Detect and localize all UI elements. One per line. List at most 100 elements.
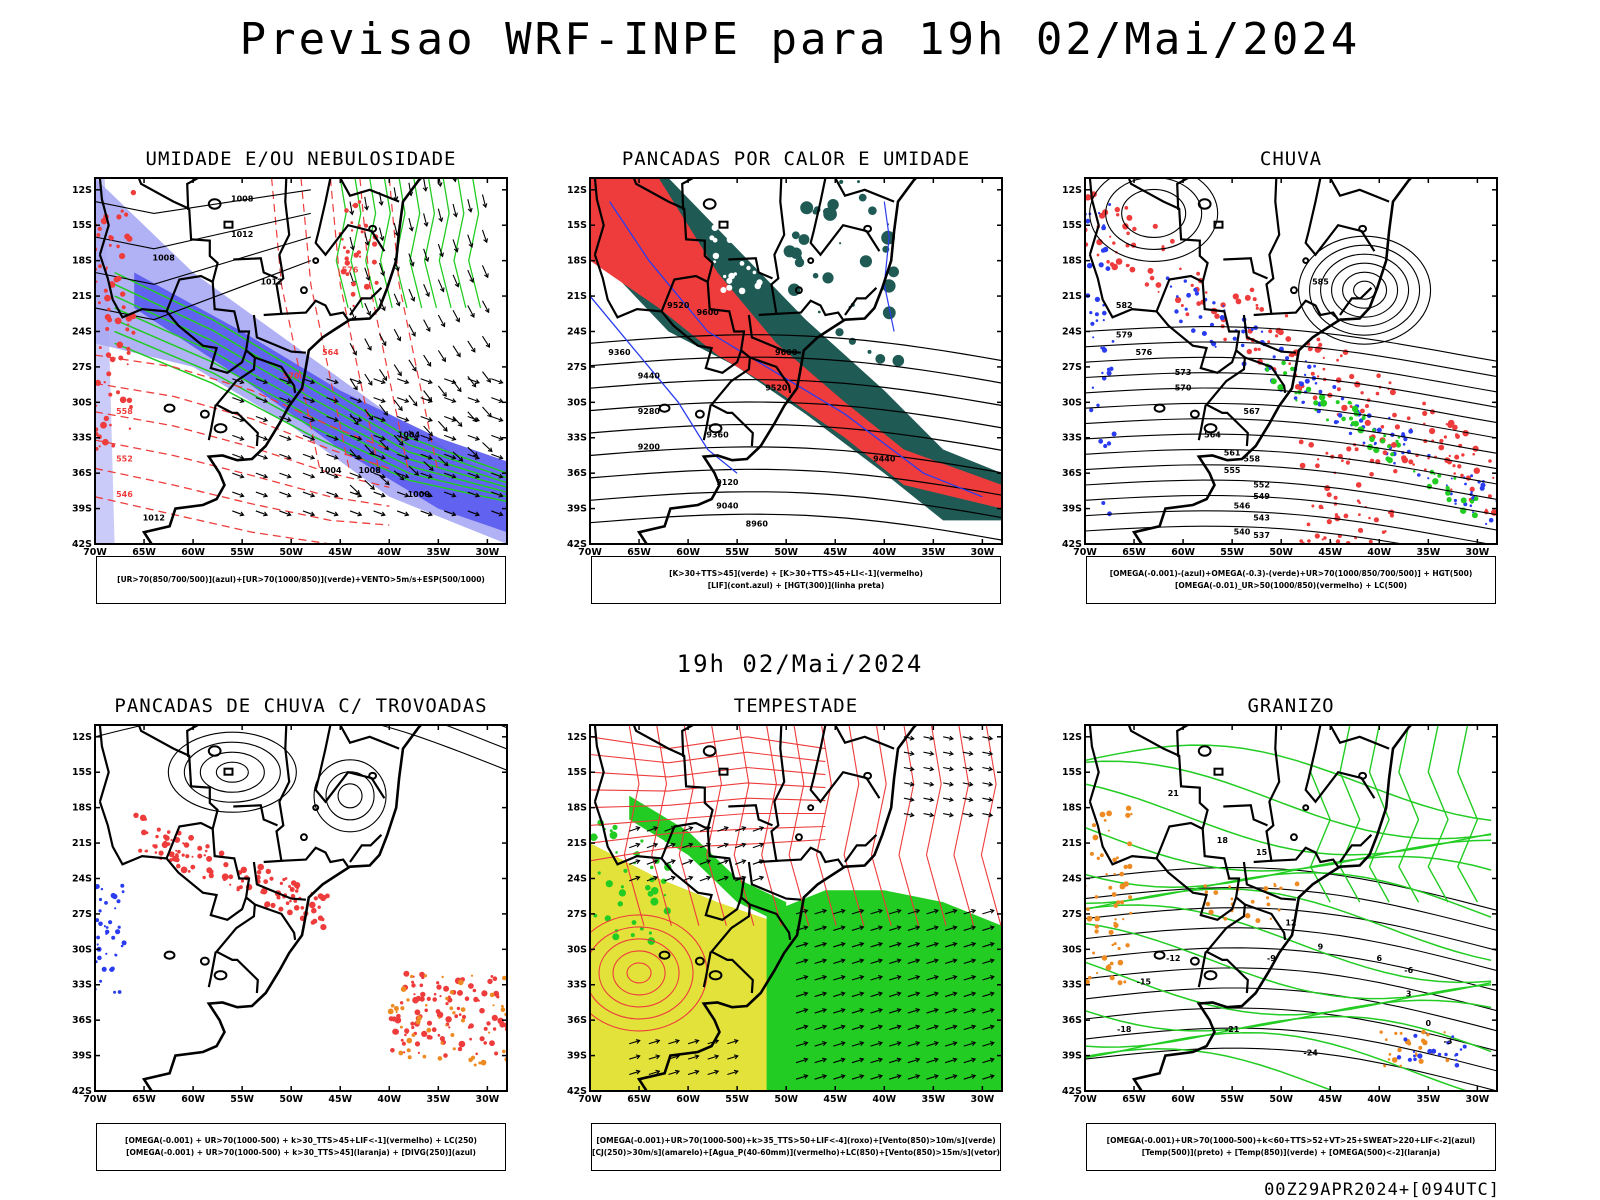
instability-cell xyxy=(858,193,867,202)
rain-area-blue xyxy=(1307,364,1312,369)
humidity-west xyxy=(95,178,115,544)
rain-area-green xyxy=(1387,444,1391,449)
hgt500-contour xyxy=(1085,494,1497,531)
wind-vector-head xyxy=(412,401,418,407)
map-panel-5: TEMPESTADE 12S 15S 18S 21S 24S 27S 30S 33S 36S 39S… xyxy=(567,695,1070,1175)
rain-area-red xyxy=(1473,467,1480,474)
thunderstorm-area-red xyxy=(317,915,324,921)
wind-vector-head xyxy=(398,406,403,412)
wind-vector-head xyxy=(404,511,410,517)
wind-vector-head xyxy=(425,292,430,298)
instability-gap xyxy=(712,252,720,260)
wind-vector xyxy=(393,222,398,236)
wind-vector-head xyxy=(859,941,865,947)
wind-vector xyxy=(963,1075,976,1080)
wind-vector-head xyxy=(688,859,694,865)
wind-vector xyxy=(491,378,503,384)
wind-vector xyxy=(232,491,244,497)
wind-vector xyxy=(944,942,957,948)
rain-area-red xyxy=(1246,348,1252,355)
wind-vector-head xyxy=(286,492,292,498)
wind-vector-head xyxy=(949,735,954,741)
wind-vector xyxy=(907,959,920,965)
thunderstorm-area-red xyxy=(483,1026,488,1031)
wind-vector xyxy=(982,1042,995,1047)
wind-vector-head xyxy=(427,473,433,479)
wind-vector xyxy=(255,378,268,384)
lat-tick-label: 36S xyxy=(1062,1015,1082,1026)
rain-area-blue xyxy=(1198,315,1203,319)
wind-vector-head xyxy=(453,247,459,253)
wind-vector-head xyxy=(877,1008,884,1013)
divergence-blue xyxy=(98,921,103,927)
rain-area-blue xyxy=(1179,319,1183,324)
thunderstorm-area-orange xyxy=(410,974,414,979)
instability-cell xyxy=(839,242,842,245)
political-border xyxy=(186,178,199,210)
lat-tick-label: 27S xyxy=(567,362,587,373)
moisture-cell xyxy=(118,355,124,361)
contour-label: 9120 xyxy=(716,478,739,487)
contour-label: 1012 xyxy=(143,513,165,522)
wind-vector-head xyxy=(357,398,363,404)
instability-cell xyxy=(875,354,886,364)
thunderstorm-area-red xyxy=(400,1038,404,1042)
political-border xyxy=(252,314,306,354)
divergence-blue xyxy=(117,990,122,994)
wind850-cell xyxy=(597,871,601,875)
lat-tick-label: 18S xyxy=(567,256,587,267)
thunderstorm-area-red xyxy=(404,1028,410,1034)
wind-vector-head xyxy=(759,875,765,881)
divergence-blue xyxy=(96,943,99,946)
lat-tick-label: 12S xyxy=(72,185,92,196)
wind-vector-head xyxy=(933,1041,939,1046)
thunderstorm-area-red xyxy=(263,879,269,884)
wind-vector xyxy=(926,1042,939,1047)
wind-vector xyxy=(373,453,386,459)
wind-vector xyxy=(963,926,976,931)
thunderstorm-area-red xyxy=(133,812,139,818)
wind-vector xyxy=(408,253,414,267)
political-border xyxy=(339,725,400,750)
instability-gap xyxy=(720,287,727,293)
rain-area-blue xyxy=(1106,370,1112,376)
moisture-cell xyxy=(108,392,113,397)
political-border xyxy=(706,281,754,447)
instability-cell xyxy=(859,255,872,268)
political-border xyxy=(749,356,792,394)
omega500-orange xyxy=(1117,980,1123,986)
lat-tick-label: 42S xyxy=(567,539,587,550)
omega500-orange xyxy=(1273,882,1276,886)
contour-label: 0 xyxy=(1426,1019,1432,1028)
wind-vector xyxy=(423,319,431,332)
rain-area-red xyxy=(1454,454,1460,460)
wind-vector-head xyxy=(451,492,457,498)
omega500-orange xyxy=(1204,890,1209,894)
wind850-cell xyxy=(605,880,613,888)
wind-vector-head xyxy=(877,1024,884,1030)
thunderstorm-area-orange xyxy=(500,1007,506,1012)
wind-vector xyxy=(302,491,315,497)
moisture-cell xyxy=(374,280,379,285)
political-border xyxy=(728,804,773,827)
political-border xyxy=(211,828,259,994)
thunderstorm-area-red xyxy=(265,868,271,875)
thunderstorm-area-red xyxy=(458,1040,466,1048)
thunderstorm-area-red xyxy=(435,1009,441,1014)
moisture-cell xyxy=(124,212,129,217)
wind-vector-head xyxy=(929,812,935,818)
thunderstorm-area-red xyxy=(421,1030,428,1037)
wind-vector-head xyxy=(475,473,481,479)
wind-vector-head xyxy=(439,287,445,293)
wind-vector xyxy=(707,1070,719,1075)
instability-cell xyxy=(868,206,877,215)
contour-label: 9360 xyxy=(706,431,729,440)
wind-vector xyxy=(833,926,845,931)
thunderstorm-area-orange xyxy=(438,1016,441,1019)
wind-vector xyxy=(423,248,429,262)
lat-tick-label: 30S xyxy=(1062,944,1082,955)
wind-vector-head xyxy=(989,974,995,980)
wind-vector xyxy=(833,942,845,948)
lake xyxy=(1302,257,1310,265)
lake xyxy=(163,950,176,960)
